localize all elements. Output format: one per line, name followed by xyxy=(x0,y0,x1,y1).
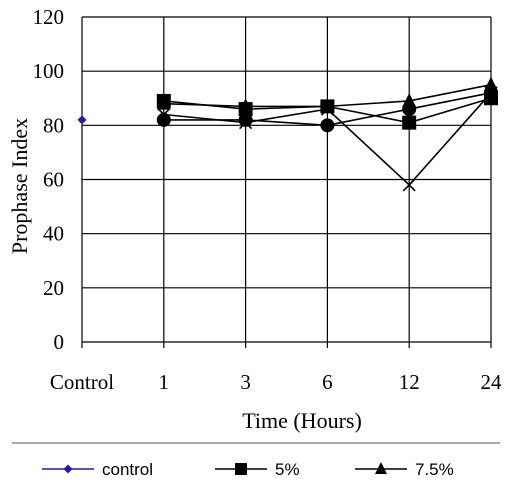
series-7-5pct xyxy=(156,76,498,113)
legend-item: 7.5% xyxy=(355,460,454,479)
x-axis-title: Time (Hours) xyxy=(242,408,362,433)
y-tick-label: 0 xyxy=(54,330,65,354)
marker-triangle xyxy=(238,98,253,113)
marker-square xyxy=(402,115,417,130)
grid xyxy=(81,16,492,348)
marker-circle xyxy=(402,102,417,117)
marker-x xyxy=(320,102,334,116)
marker-x xyxy=(402,178,416,192)
series-unnamed-4 xyxy=(156,85,498,133)
y-tick-label: 60 xyxy=(43,168,64,192)
series-group xyxy=(77,76,498,192)
x-tick-label: 12 xyxy=(399,370,420,394)
x-tick-labels: Control 1 3 6 12 24 xyxy=(50,370,502,394)
x-tick-label: 6 xyxy=(322,370,333,394)
marker-diamond xyxy=(77,115,87,125)
legend-label: 7.5% xyxy=(415,460,454,479)
y-tick-label: 100 xyxy=(33,59,65,83)
x-tick-label: 3 xyxy=(240,370,251,394)
y-tick-label: 120 xyxy=(33,5,65,29)
marker-circle xyxy=(484,85,498,100)
legend-label: 5% xyxy=(275,460,300,479)
series-control xyxy=(77,115,87,125)
y-tick-label: 20 xyxy=(43,276,64,300)
legend: control 5% 7.5% xyxy=(42,460,454,479)
legend-item: 5% xyxy=(215,460,300,479)
legend-label: control xyxy=(102,460,153,479)
y-tick-label: 80 xyxy=(43,113,64,137)
x-tick-label: Control xyxy=(50,370,114,394)
marker-diamond xyxy=(63,464,73,474)
y-tick-label: 40 xyxy=(43,222,64,246)
x-tick-label: 24 xyxy=(481,370,503,394)
marker-square xyxy=(235,463,247,475)
marker-triangle xyxy=(375,462,387,474)
y-axis-title: Prophase Index xyxy=(7,118,32,254)
legend-item: control xyxy=(42,460,153,479)
marker-triangle xyxy=(156,95,171,110)
x-tick-label: 1 xyxy=(159,370,170,394)
marker-circle xyxy=(156,112,171,127)
marker-circle xyxy=(238,112,253,127)
y-tick-labels: 0 20 40 60 80 100 120 xyxy=(33,5,65,354)
marker-circle xyxy=(320,118,335,133)
